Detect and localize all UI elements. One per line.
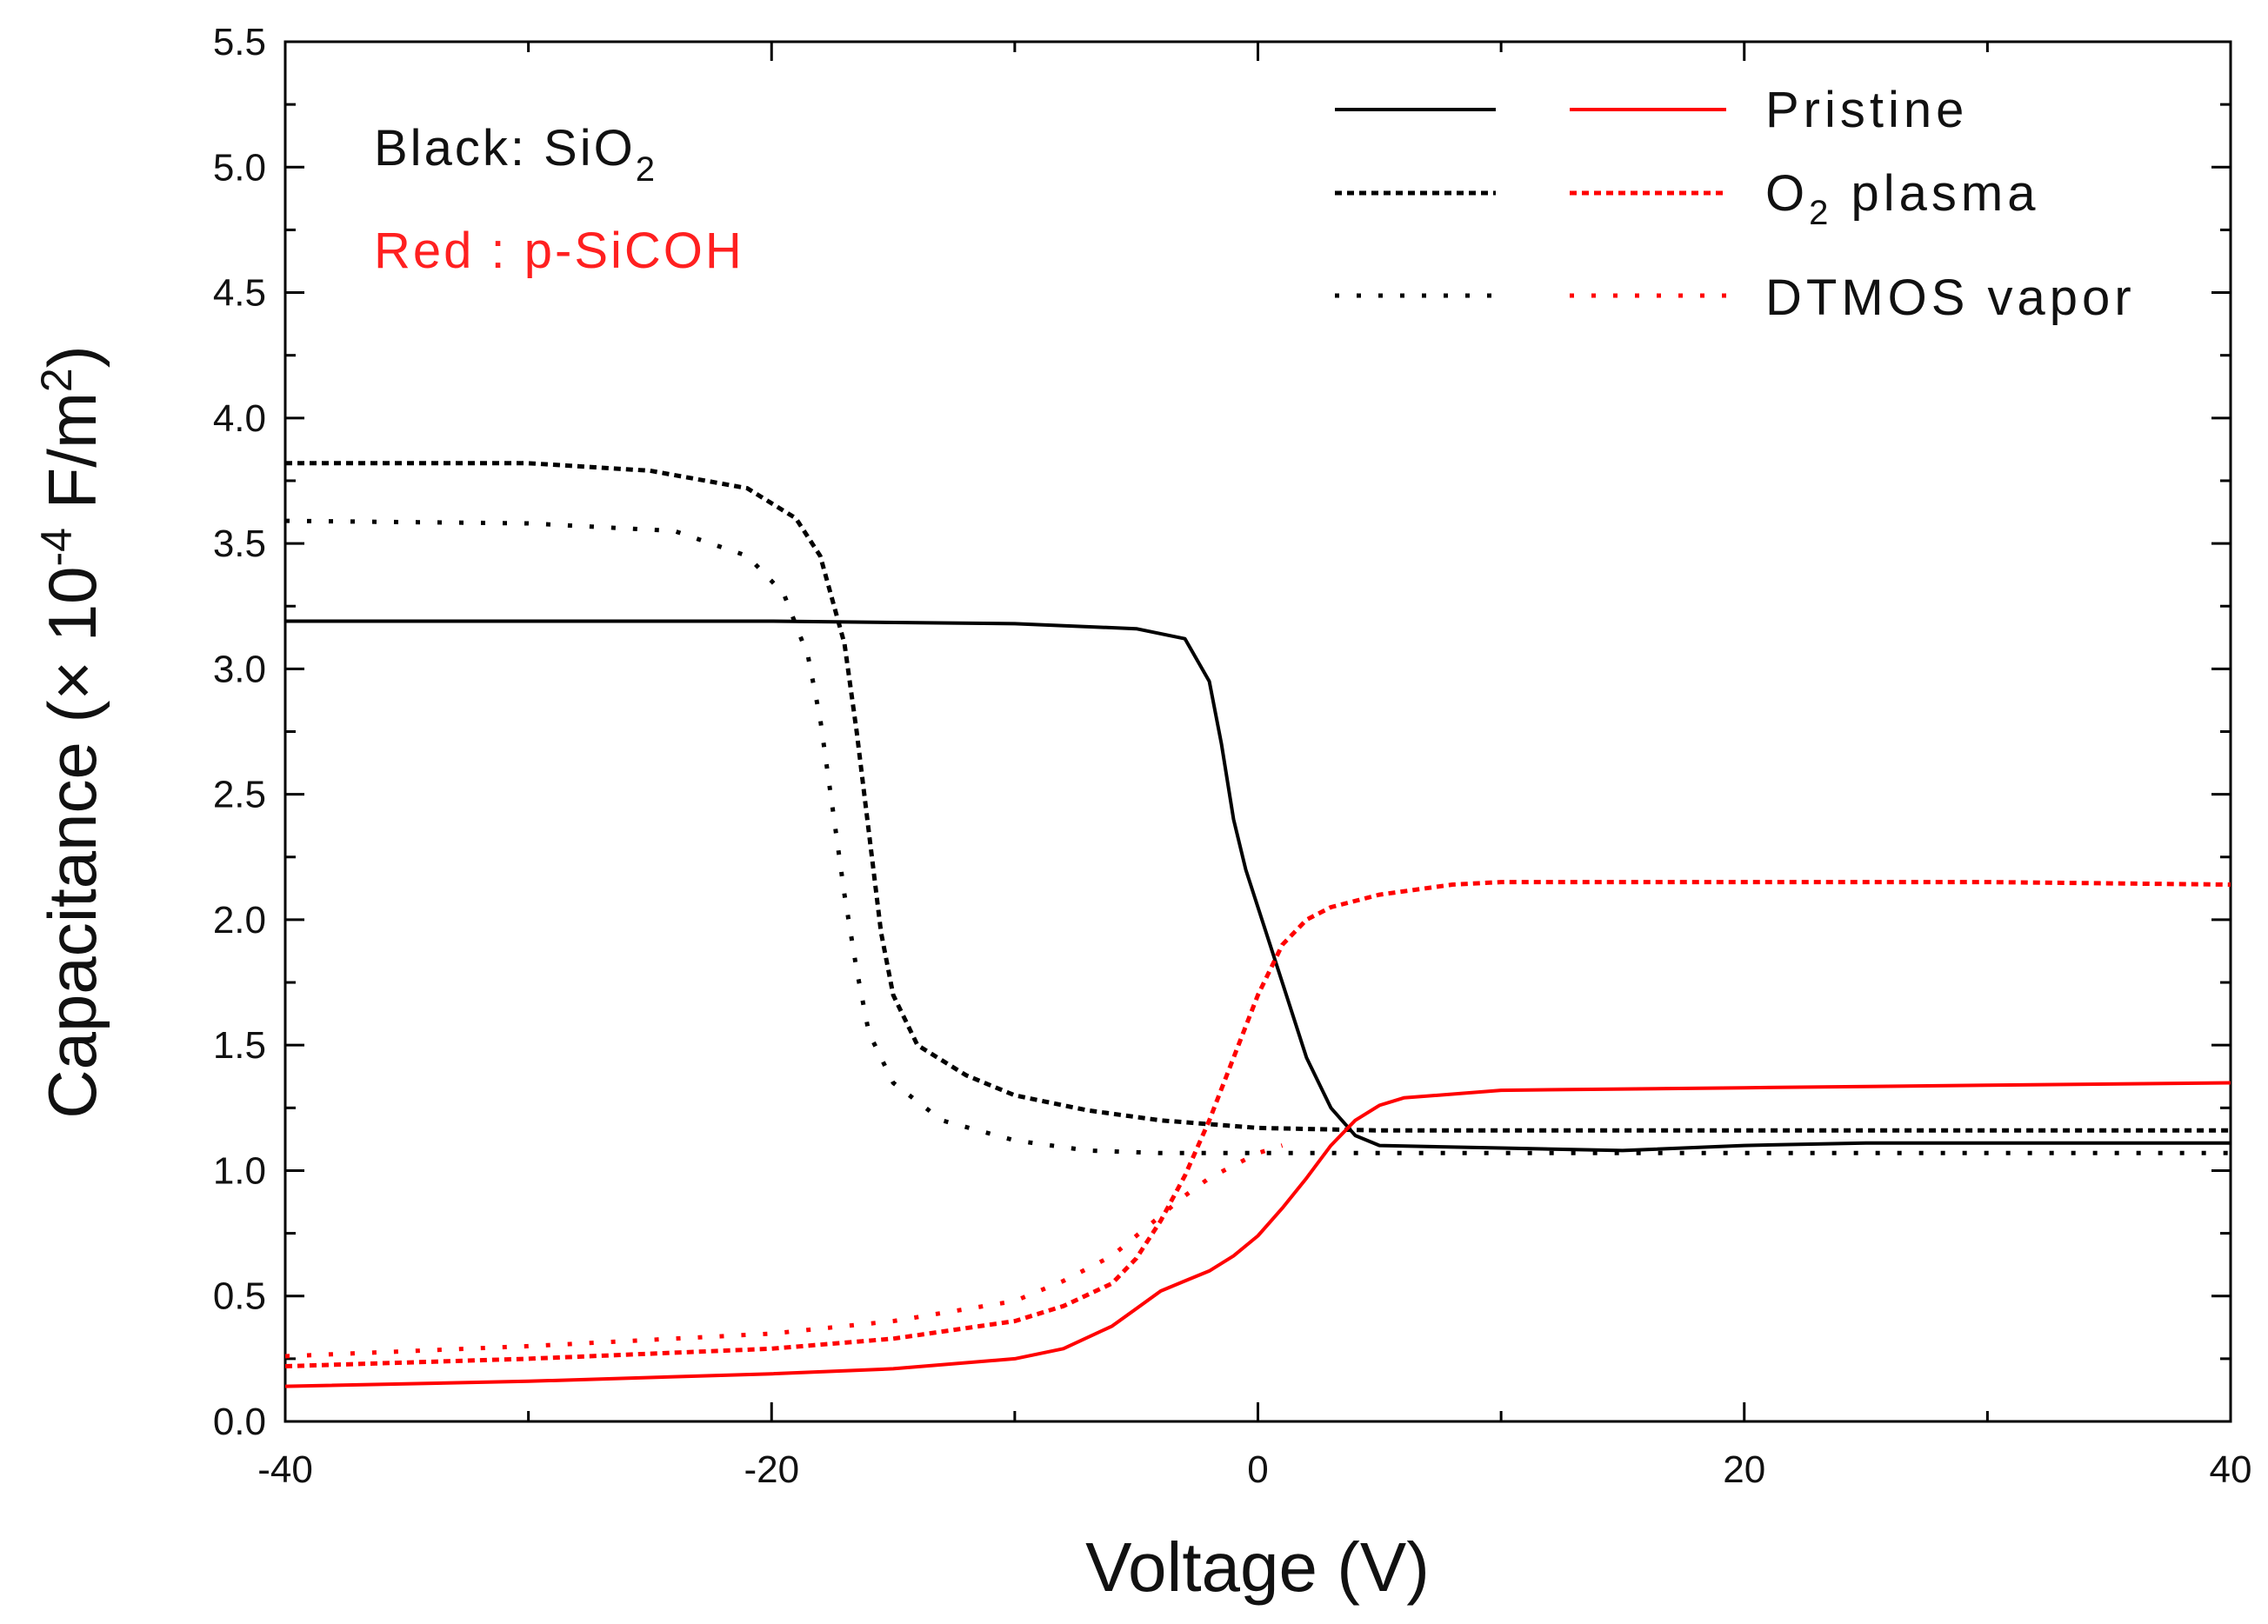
y-tick-label: 1.0 [213, 1149, 266, 1192]
black-sio2-note: Black: SiO2 [374, 120, 657, 189]
red-psicoh-note: Red : p-SiCOH [374, 223, 744, 279]
x-axis-title: Voltage (V) [1085, 1528, 1430, 1606]
x-tick-label: 40 [2210, 1448, 2252, 1491]
y-tick-label: 3.0 [213, 648, 266, 690]
y-tick-label: 4.0 [213, 397, 266, 440]
axis-tick-labels: 0.0 0.5 1.0 1.5 2.0 2.5 3.0 3.5 4.0 4.5 5.0 5.5 -40 -… [213, 21, 2252, 1491]
legend: Pristine O2 plasma DTMOS vapor [1335, 82, 2136, 326]
series-line: SiO2 O2 plasma [285, 461, 2231, 1133]
y-tick-label: 3.5 [213, 522, 266, 565]
axis-ticks [284, 40, 2232, 1423]
x-tick-label: -20 [744, 1448, 799, 1491]
series-line: p-SiCOH Pristine [284, 1081, 2231, 1388]
legend-label-o2-plasma: O2 plasma [1765, 165, 2039, 232]
y-tick-label: 2.0 [213, 899, 266, 942]
legend-label-pristine: Pristine [1765, 82, 1968, 138]
series-line: p-SiCOH O2 plasma [284, 880, 2231, 1368]
series-line: SiO2 DTMOS vapor [284, 518, 2231, 1155]
y-tick-label: 1.5 [213, 1024, 266, 1067]
x-tick-label: 0 [1247, 1448, 1268, 1491]
x-tick-label: 20 [1723, 1448, 1765, 1491]
y-tick-label: 2.5 [213, 774, 266, 816]
legend-label-dtmos-vapor: DTMOS vapor [1765, 270, 2136, 326]
y-tick-label: 5.0 [213, 146, 266, 189]
y-tick-label: 0.5 [213, 1275, 266, 1318]
y-tick-label: 4.5 [213, 272, 266, 315]
x-tick-label: -40 [257, 1448, 313, 1491]
series-line: SiO2 Pristine [285, 619, 2231, 1153]
y-axis-title: Capacitance (× 10-4 F/m2) [32, 345, 110, 1118]
y-tick-label: 0.0 [213, 1401, 266, 1443]
data-series: SiO2 PristineSiO2 O2 plasmaSiO2 DTMOS va… [284, 461, 2231, 1388]
series-line: p-SiCOH DTMOS vapor [284, 1143, 1284, 1359]
y-tick-label: 5.5 [213, 21, 266, 63]
